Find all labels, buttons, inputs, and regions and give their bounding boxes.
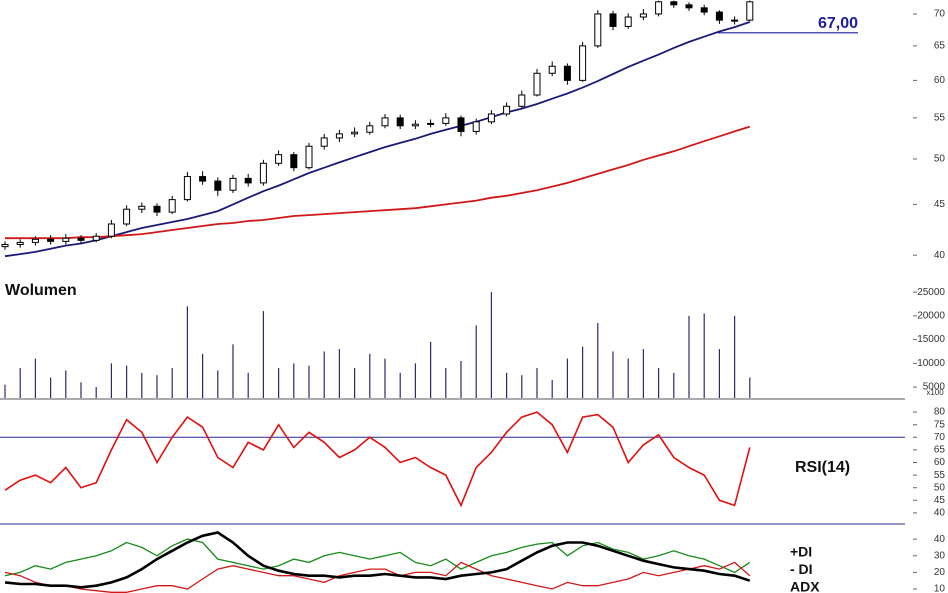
candle-body (715, 11, 723, 21)
rsi-label: RSI(14) (795, 459, 850, 476)
legend-label: ADX (790, 579, 820, 593)
candle-body (138, 205, 146, 210)
candle-body (427, 122, 435, 125)
candle-body (457, 117, 465, 132)
y-tick-label: 50 (934, 482, 946, 493)
candle-body (548, 65, 556, 74)
candle-body (31, 238, 39, 243)
y-tick-label: 60 (934, 457, 946, 468)
candle-body (244, 177, 252, 184)
candle-body (259, 162, 267, 184)
y-tick-label: 40 (934, 534, 946, 545)
indicator-line (4, 538, 751, 577)
y-tick-label: 10 (934, 584, 946, 593)
y-tick-label: 65 (934, 41, 946, 52)
indicator-line (4, 411, 751, 508)
y-tick-label: 10000 (917, 358, 945, 369)
legend-label: - DI (790, 561, 813, 577)
candle-body (411, 123, 419, 127)
candle-body (335, 133, 343, 139)
candle-body (731, 19, 739, 22)
candle-body (214, 180, 222, 191)
candle-body (685, 4, 693, 9)
y-tick-label: 15000 (917, 334, 945, 345)
candle-body (487, 113, 495, 123)
candle-body (579, 45, 587, 81)
candle-body (381, 117, 389, 127)
candle-body (533, 72, 541, 96)
candle-body (396, 117, 404, 127)
candle-body (77, 237, 85, 241)
candle-body (639, 13, 647, 18)
candle-body (655, 1, 663, 15)
y-tick-label: 25000 (917, 287, 945, 298)
candle-body (229, 177, 237, 191)
candle-body (275, 154, 283, 164)
candle-body (199, 176, 207, 182)
y-tick-label: 20000 (917, 311, 945, 322)
candle-body (62, 237, 70, 242)
y-tick-label: 40 (934, 508, 946, 519)
candle-body (366, 125, 374, 133)
y-tick-label: 55 (934, 113, 946, 124)
candle-body (442, 117, 450, 124)
y-tick-label: 5000 (923, 382, 946, 393)
candle-body (107, 223, 115, 237)
price-level-label: 67,00 (818, 15, 858, 32)
candle-body (92, 235, 100, 241)
y-tick-label: 55 (934, 470, 946, 481)
y-tick-label: 50 (934, 154, 946, 165)
y-tick-label: 20 (934, 567, 946, 578)
volume-title: Wolumen (5, 282, 77, 299)
candle-body (503, 105, 511, 115)
candle-body (594, 13, 602, 47)
candle-body (1, 244, 9, 248)
y-tick-label: 30 (934, 550, 946, 561)
moving-average (5, 125, 751, 240)
candle-body (123, 208, 131, 225)
y-tick-label: 45 (934, 495, 946, 506)
candle-body (183, 176, 191, 201)
candle-body (670, 1, 678, 6)
y-tick-label: 80 (934, 407, 946, 418)
candle-body (290, 154, 298, 169)
indicator-line (4, 561, 751, 593)
candle-body (700, 7, 708, 13)
candle-body (351, 131, 359, 135)
candle-body (16, 241, 24, 246)
volume-unit: x100 (926, 388, 944, 397)
y-tick-label: 70 (934, 432, 946, 443)
candle-body (746, 1, 754, 21)
y-tick-label: 65 (934, 445, 946, 456)
moving-average (4, 21, 751, 258)
candle-body (305, 145, 313, 169)
y-tick-label: 40 (934, 250, 946, 261)
candle-body (624, 16, 632, 27)
candle-body (609, 13, 617, 27)
candle-body (472, 121, 480, 132)
candle-body (320, 137, 328, 147)
indicator-line (4, 531, 751, 589)
candle-body (47, 238, 55, 242)
y-tick-label: 70 (934, 9, 946, 20)
candle-body (153, 205, 161, 213)
candle-body (518, 94, 526, 107)
y-tick-label: 75 (934, 419, 946, 430)
candle-body (563, 65, 571, 81)
y-tick-label: 45 (934, 199, 946, 210)
y-tick-label: 60 (934, 75, 946, 86)
candle-body (168, 199, 176, 213)
legend-label: +DI (790, 544, 812, 560)
